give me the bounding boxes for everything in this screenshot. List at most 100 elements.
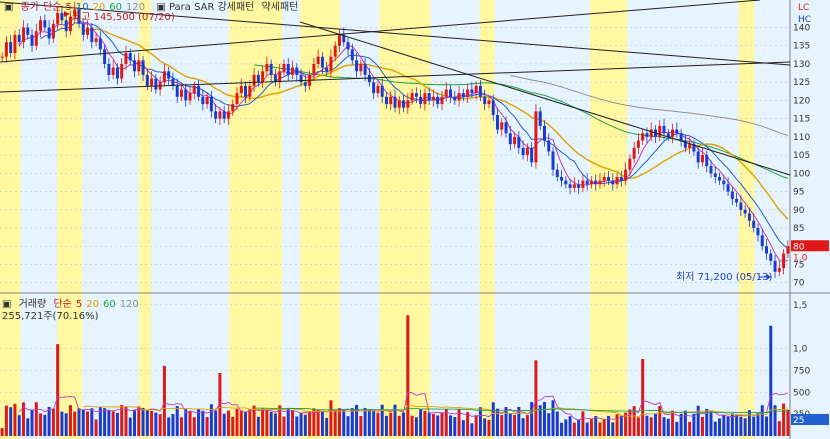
candle-body — [572, 184, 576, 188]
volume-bar — [649, 417, 653, 436]
candle-body — [470, 89, 474, 94]
candle-body — [662, 125, 666, 134]
volume-bar — [786, 409, 790, 436]
volume-bar — [542, 401, 546, 436]
candle-body — [98, 38, 102, 50]
volume-bar — [30, 410, 34, 436]
candle-body — [231, 104, 235, 112]
candle-body — [743, 209, 747, 214]
candle-body — [154, 78, 158, 90]
candle-body — [367, 74, 371, 83]
volume-bar — [359, 416, 363, 436]
volume-bar — [231, 416, 235, 436]
candle-body — [269, 63, 273, 75]
volume-bar — [709, 410, 713, 436]
candle-body — [256, 74, 260, 83]
candle-body — [585, 180, 589, 185]
candle-body — [491, 100, 495, 116]
volume-bar — [355, 404, 359, 436]
volume-bar — [525, 414, 529, 436]
volume-bar — [658, 405, 662, 436]
volume-bar — [427, 412, 431, 436]
volume-bar — [120, 404, 124, 436]
candle-body — [713, 173, 717, 177]
volume-bar — [555, 411, 559, 436]
highlight-band — [379, 0, 431, 439]
volume-bar — [705, 408, 709, 436]
volume-bar — [560, 422, 564, 436]
candle-body — [692, 144, 696, 152]
candle-body — [150, 78, 154, 86]
volume-bar — [333, 411, 337, 436]
volume-bar — [752, 416, 756, 436]
volume-bar — [440, 412, 444, 436]
candle-body — [359, 63, 363, 72]
trendline — [299, 21, 791, 176]
price-legend: ▣ 종가 단순 5 10 20 60 120 ▣ Para SAR 강세패턴 약세패턴 — [4, 0, 302, 13]
candle-body — [700, 155, 704, 163]
volume-bar — [722, 415, 726, 436]
volume-bar — [158, 414, 162, 436]
candle-body — [513, 136, 517, 145]
candle-body — [47, 27, 51, 39]
candle-body — [81, 23, 85, 35]
volume-bar — [474, 415, 478, 436]
volume-bar — [461, 420, 465, 436]
candle-body — [248, 85, 252, 97]
candle-body — [333, 45, 337, 57]
volume-bar — [145, 409, 149, 436]
candle-body — [679, 133, 683, 141]
volume-ma-line — [83, 405, 788, 418]
candle-body — [649, 129, 653, 137]
candle-body — [175, 85, 179, 97]
candle-body — [466, 89, 470, 97]
volume-bar — [632, 406, 636, 436]
candle-body — [192, 85, 196, 94]
volume-bar — [39, 413, 43, 436]
volume-bar — [538, 405, 542, 436]
volume-bar — [175, 406, 179, 436]
candle-body — [261, 71, 265, 83]
price-tick-label: 115 — [793, 115, 810, 125]
candle-body — [278, 71, 282, 83]
candle-body — [474, 85, 478, 94]
candle-body — [184, 89, 188, 101]
volume-bar — [624, 412, 628, 436]
volume-bar — [739, 416, 743, 436]
volume-bar — [718, 418, 722, 436]
volume-bar — [666, 418, 670, 436]
candle-body — [252, 74, 256, 86]
candle-body — [666, 133, 670, 137]
volume-bar — [436, 415, 440, 436]
candle-body — [291, 67, 295, 75]
volume-bar — [167, 417, 171, 436]
candle-body — [611, 180, 615, 185]
candle-body — [235, 93, 239, 105]
volume-bar — [26, 418, 30, 436]
candle-body — [384, 96, 388, 105]
candle-body — [765, 246, 769, 254]
candle-body — [615, 176, 619, 185]
volume-bar — [423, 410, 427, 436]
volume-bar — [192, 417, 196, 436]
volume-bar — [414, 417, 418, 436]
candle-body — [90, 27, 94, 43]
highlight-band — [229, 0, 283, 439]
candle-body — [355, 60, 359, 72]
volume-bar — [278, 405, 282, 436]
volume-bar — [115, 412, 119, 436]
volume-bar — [671, 410, 675, 436]
price-legend-item-3: 10 — [75, 2, 89, 13]
candle-body — [21, 27, 25, 43]
candle-body — [645, 133, 649, 137]
price-tick-label: 125 — [793, 78, 810, 88]
candle-body — [141, 60, 145, 75]
volume-bar — [150, 411, 154, 436]
volume-bar — [645, 415, 649, 436]
candle-body — [747, 213, 751, 221]
candle-body — [594, 180, 598, 185]
volume-bar — [94, 419, 98, 436]
candle-body — [350, 49, 354, 61]
volume-bar — [124, 406, 128, 436]
trendline — [0, 61, 791, 93]
